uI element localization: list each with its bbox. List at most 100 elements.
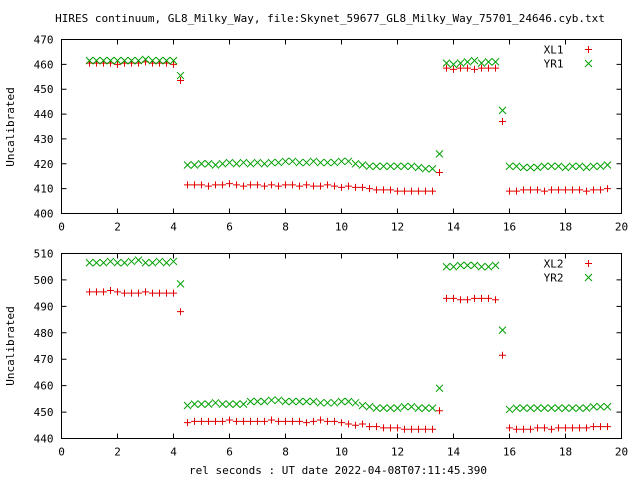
yr1-data-point: [85, 56, 94, 65]
legend-label: YR2: [544, 272, 564, 285]
xl1-data-point: [562, 186, 569, 194]
yr1-data-point: [92, 56, 101, 65]
yr2-data-point: [288, 397, 297, 406]
yr1-data-point: [176, 71, 185, 80]
x-tick-label: 4: [170, 221, 177, 234]
yr1-data-point: [218, 159, 227, 168]
yr2-data-point: [547, 404, 556, 412]
yr1-data-point: [113, 56, 122, 65]
xl2-data-point: [198, 417, 205, 425]
xl2-data-point: [205, 417, 212, 425]
xl1-data-point: [331, 182, 338, 190]
xl2-data-point: [233, 417, 240, 425]
xl1-data-point: [254, 181, 261, 189]
yr2-data-point: [582, 404, 591, 412]
yr1-data-point: [400, 162, 409, 171]
x-tick-label: 14: [447, 221, 461, 234]
yr2-data-point: [589, 402, 598, 411]
yr1-data-point: [582, 163, 591, 172]
yr1-data-point: [379, 162, 388, 171]
xl2-data-point: [450, 294, 457, 302]
xl1-data-point: [296, 182, 303, 190]
yr2-data-point: [225, 400, 234, 408]
yr1-data-point: [260, 159, 269, 168]
yr2-data-point: [470, 261, 479, 270]
x-tick-label: 0: [58, 221, 65, 234]
yr2-data-point: [239, 400, 248, 408]
yr2-data-point: [141, 258, 150, 267]
xl2-data-point: [331, 417, 338, 425]
xl1-data-point: [450, 65, 457, 73]
xl2-data-point: [338, 419, 345, 427]
yr2-data-point: [323, 398, 332, 407]
xl2-data-point: [345, 420, 352, 428]
xl2-data-point: [604, 423, 611, 431]
yr1-data-point: [344, 157, 353, 166]
y-tick-label: 500: [34, 274, 54, 287]
xl2-data-point: [128, 289, 135, 297]
xl2-data-point: [219, 417, 226, 425]
yr1-data-point: [211, 161, 220, 169]
bottom-data-points: [85, 256, 612, 433]
legend-label: XL2: [544, 258, 564, 271]
xl2-data-point: [548, 425, 555, 433]
xl1-data-point: [373, 186, 380, 194]
top-plot: Uncalibrated 0 2 4 6 8 10 12 14 16 18 20 400 410 420 4…: [4, 34, 628, 234]
yr1-data-point: [386, 162, 395, 171]
xl2-data-point: [464, 296, 471, 304]
xl1-data-point: [555, 186, 562, 194]
xl2-data-point: [541, 424, 548, 432]
legend-label: XL1: [544, 44, 564, 57]
xl1-data-point: [506, 187, 513, 195]
xl1-data-point: [457, 64, 464, 72]
xl2-data-point: [555, 424, 562, 432]
xl1-data-point: [177, 77, 184, 85]
xl2-data-point: [93, 288, 100, 296]
xl1-data-point: [247, 181, 254, 189]
xl2-data-point: [513, 425, 520, 433]
yr1-data-point: [414, 163, 423, 172]
x-tick-label: 6: [226, 446, 233, 459]
yr2-data-point: [92, 258, 101, 267]
yr2-data-point: [561, 404, 570, 412]
xl1-data-point: [520, 186, 527, 194]
yr1-data-point: [484, 58, 493, 66]
xl2-data-point: [387, 424, 394, 432]
x-tick-label: 2: [114, 221, 121, 234]
yr1-data-point: [540, 162, 549, 171]
xl1-data-point: [478, 64, 485, 72]
yr2-data-point: [512, 404, 521, 412]
bottom-plot: Uncalibrated 0 2 4 6 8 10 12 14 16 18 20 440 450 460 4…: [4, 248, 628, 459]
yr2-data-point: [358, 401, 367, 410]
xl2-data-point: [443, 294, 450, 302]
xl1-data-point: [408, 187, 415, 195]
xl2-data-point: [100, 288, 107, 296]
yr1-data-point: [554, 162, 563, 171]
x-tick-label: 10: [335, 446, 348, 459]
yr2-data-point: [309, 397, 318, 406]
xl2-data-point: [506, 424, 513, 432]
yr2-data-point: [260, 397, 269, 406]
xl1-data-point: [387, 186, 394, 194]
xl2-data-point: [268, 416, 275, 424]
xl2-data-point: [114, 288, 121, 296]
xl1-data-point: [366, 185, 373, 193]
x-tick-label: 14: [447, 446, 461, 459]
y-tick-label: 490: [34, 300, 54, 313]
yr1-data-point: [477, 59, 486, 67]
yr1-data-point: [533, 163, 542, 172]
x-tick-label: 18: [559, 221, 572, 234]
legend-label: YR1: [544, 58, 564, 71]
xl1-data-point: [198, 181, 205, 189]
yr2-data-point: [519, 404, 528, 412]
xl2-data-point: [590, 423, 597, 431]
xl1-data-point: [289, 181, 296, 189]
y-tick-label: 480: [34, 327, 54, 340]
legend-marker: [584, 59, 593, 68]
xl2-data-point: [275, 417, 282, 425]
xl2-data-point: [401, 425, 408, 433]
yr1-data-point: [155, 56, 164, 65]
y-tick-label: 440: [34, 433, 54, 446]
yr2-data-point: [575, 404, 584, 412]
xl1-data-point: [226, 180, 233, 188]
